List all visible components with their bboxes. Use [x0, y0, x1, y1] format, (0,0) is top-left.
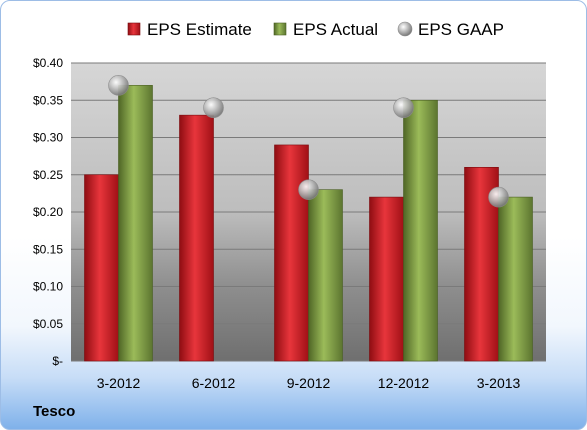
y-tick-label: $0.15 [33, 242, 63, 256]
bars [84, 85, 533, 362]
bar-eps-actual [118, 85, 153, 362]
legend-label: EPS Actual [293, 20, 378, 39]
y-axis-tick-labels: $0.40 $0.35 $0.30 $0.25 $0.20 $0.15 $0.10 $0.05… [33, 56, 63, 368]
x-tick-label: 6-2012 [192, 375, 236, 391]
y-tick-label: $0.35 [33, 93, 63, 107]
legend-swatch [397, 21, 413, 37]
legend-label: EPS GAAP [418, 20, 504, 39]
y-tick-label: $0.40 [33, 56, 63, 70]
y-tick-label: $- [52, 354, 63, 368]
chart-legend: EPS Estimate EPS Actual EPS GAAP [127, 20, 504, 39]
bar-eps-estimate [179, 114, 214, 362]
gaap-point [488, 186, 509, 208]
legend-swatch [273, 22, 287, 36]
gaap-points [108, 75, 509, 208]
bar-eps-estimate [84, 174, 119, 362]
x-tick-label: 12-2012 [378, 375, 430, 391]
legend-label: EPS Estimate [147, 20, 252, 39]
y-tick-label: $0.05 [33, 317, 63, 331]
bar-eps-actual [308, 189, 343, 362]
bar-eps-estimate [274, 144, 309, 362]
gaap-point [203, 97, 224, 118]
gaap-point [393, 97, 414, 118]
legend-swatch [127, 22, 141, 36]
y-tick-label: $0.25 [33, 168, 63, 182]
bar-eps-actual [403, 99, 438, 362]
y-tick-label: $0.20 [33, 205, 63, 219]
y-tick-label: $0.10 [33, 280, 63, 294]
bar-eps-estimate [369, 196, 404, 362]
company-label: Tesco [33, 403, 76, 420]
gaap-point [108, 75, 129, 96]
y-tick-label: $0.30 [33, 131, 63, 145]
gaap-point [298, 179, 319, 200]
x-axis-tick-labels: 3-2012 6-2012 9-2012 12-2012 3-2013 [97, 375, 521, 391]
bar-eps-actual [498, 196, 533, 362]
x-tick-label: 9-2012 [287, 375, 331, 391]
eps-chart: EPS Estimate EPS Actual EPS GAAP $0.40 $0.3… [33, 20, 546, 391]
x-tick-label: 3-2012 [97, 375, 141, 391]
x-tick-label: 3-2013 [477, 375, 521, 391]
